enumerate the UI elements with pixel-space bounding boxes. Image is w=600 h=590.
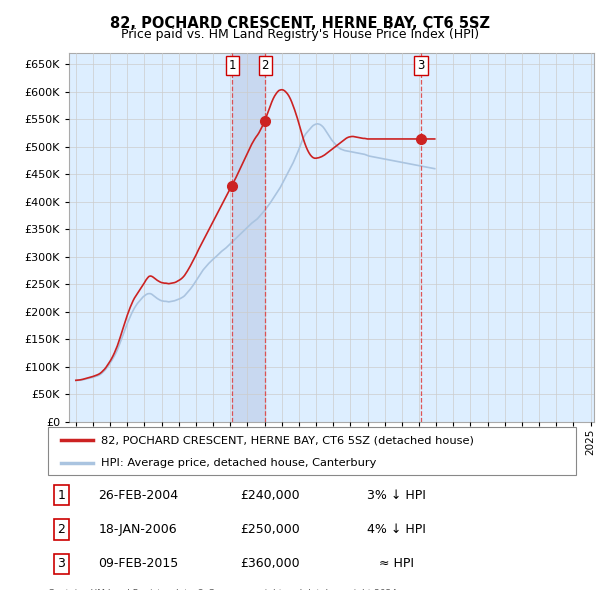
Text: 82, POCHARD CRESCENT, HERNE BAY, CT6 5SZ (detached house): 82, POCHARD CRESCENT, HERNE BAY, CT6 5SZ…: [101, 435, 473, 445]
Text: £360,000: £360,000: [240, 558, 299, 571]
Text: ≈ HPI: ≈ HPI: [379, 558, 414, 571]
Text: 82, POCHARD CRESCENT, HERNE BAY, CT6 5SZ: 82, POCHARD CRESCENT, HERNE BAY, CT6 5SZ: [110, 16, 490, 31]
Text: 1: 1: [229, 58, 236, 71]
Text: 2: 2: [57, 523, 65, 536]
Bar: [232, 53, 265, 422]
Text: 3% ↓ HPI: 3% ↓ HPI: [367, 489, 426, 502]
Text: £240,000: £240,000: [240, 489, 299, 502]
Text: 3: 3: [418, 58, 425, 71]
Text: 18-JAN-2006: 18-JAN-2006: [98, 523, 177, 536]
Text: Contains HM Land Registry data © Crown copyright and database right 2024.: Contains HM Land Registry data © Crown c…: [48, 589, 400, 590]
Text: 4% ↓ HPI: 4% ↓ HPI: [367, 523, 426, 536]
Text: 1: 1: [57, 489, 65, 502]
Text: 26-FEB-2004: 26-FEB-2004: [98, 489, 178, 502]
Text: HPI: Average price, detached house, Canterbury: HPI: Average price, detached house, Cant…: [101, 458, 376, 468]
Text: 3: 3: [57, 558, 65, 571]
Text: £250,000: £250,000: [240, 523, 299, 536]
Text: 2: 2: [262, 58, 269, 71]
Text: Price paid vs. HM Land Registry's House Price Index (HPI): Price paid vs. HM Land Registry's House …: [121, 28, 479, 41]
FancyBboxPatch shape: [48, 427, 576, 475]
Text: 09-FEB-2015: 09-FEB-2015: [98, 558, 178, 571]
